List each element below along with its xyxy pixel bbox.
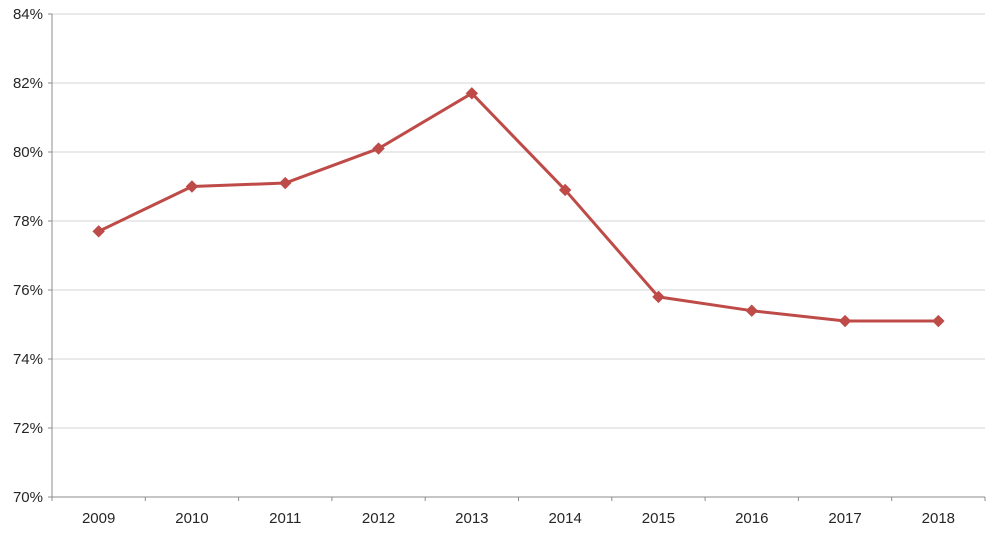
- data-point-marker: [652, 290, 665, 304]
- y-tick-label: 76%: [13, 282, 43, 299]
- y-tick-label: 72%: [13, 420, 43, 437]
- x-tick-label: 2012: [362, 510, 395, 527]
- data-point-marker: [279, 176, 292, 190]
- y-tick-label: 70%: [13, 489, 43, 506]
- data-point-marker: [465, 87, 479, 100]
- x-tick-label: 2014: [548, 510, 581, 527]
- x-tick-label: 2011: [269, 510, 301, 527]
- series-line: [97, 91, 940, 323]
- data-point-marker: [558, 183, 572, 197]
- data-point-marker: [932, 314, 945, 328]
- x-tick-label: 2016: [735, 510, 768, 527]
- y-tick-label: 74%: [13, 351, 43, 368]
- x-tick-label: 2018: [922, 510, 955, 527]
- x-tick-label: 2013: [455, 510, 488, 527]
- data-point-marker: [838, 314, 852, 328]
- x-tick-label: 2017: [828, 510, 861, 527]
- y-tick-label: 80%: [13, 144, 43, 161]
- data-point-marker: [185, 180, 199, 193]
- x-tick-label: 2009: [82, 510, 115, 527]
- data-point-marker: [92, 225, 105, 238]
- y-tick-label: 82%: [13, 75, 43, 92]
- x-tick-label: 2015: [642, 510, 675, 527]
- data-point-marker: [372, 142, 385, 155]
- y-tick-label: 78%: [13, 213, 43, 230]
- x-tick-label: 2010: [175, 510, 208, 527]
- data-point-marker: [745, 304, 758, 317]
- y-tick-label: 84%: [13, 6, 43, 23]
